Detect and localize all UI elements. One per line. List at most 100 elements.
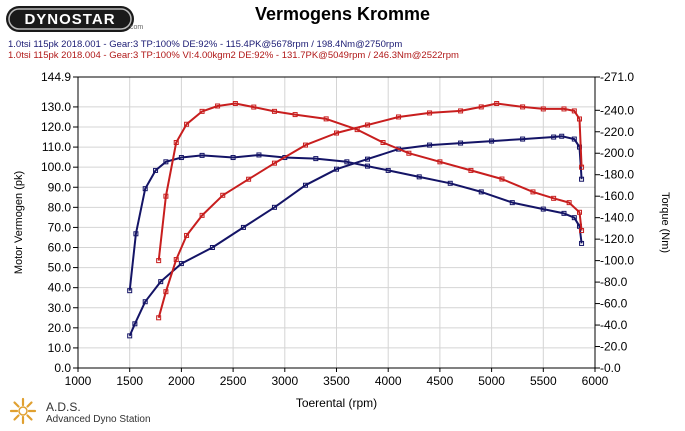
data-point	[571, 136, 577, 142]
y-left-tick-label: 144.9	[41, 70, 71, 84]
data-point	[447, 180, 453, 186]
data-point	[127, 333, 133, 339]
data-point	[385, 167, 391, 173]
data-point	[232, 101, 238, 107]
data-point	[256, 152, 262, 158]
data-point	[540, 206, 546, 212]
x-tick-label: 2500	[220, 374, 247, 388]
y-right-tick-label: -80.0	[600, 275, 628, 289]
y-right-tick-label: -240.0	[600, 103, 634, 117]
data-point	[178, 155, 184, 161]
footer-subtitle: Advanced Dyno Station	[46, 414, 151, 425]
data-point	[579, 228, 585, 234]
data-point	[478, 189, 484, 195]
data-point	[173, 257, 179, 263]
x-axis-label: Toerental (rpm)	[296, 396, 377, 410]
data-point	[313, 156, 319, 162]
data-point	[133, 231, 139, 237]
y-left-tick-label: 130.0	[41, 100, 71, 114]
data-point	[427, 142, 433, 148]
x-tick-label: 5500	[530, 374, 557, 388]
data-point	[271, 160, 277, 166]
data-point	[468, 167, 474, 173]
data-point	[551, 134, 557, 140]
data-point	[246, 176, 252, 182]
data-point	[540, 106, 546, 112]
y-left-axis-label: Motor Vermogen (pk)	[13, 171, 25, 274]
data-point	[142, 299, 148, 305]
data-point	[220, 192, 226, 198]
y-right-tick-label: -220.0	[600, 125, 634, 139]
y-left-tick-label: 40.0	[48, 281, 72, 295]
data-point	[334, 130, 339, 136]
data-point	[458, 140, 464, 146]
data-point	[142, 186, 148, 192]
x-tick-label: 1000	[65, 374, 92, 388]
series-line-1	[128, 154, 583, 291]
y-right-tick-label: -0.0	[600, 361, 621, 375]
y-right-tick-label: -180.0	[600, 168, 634, 182]
data-point	[579, 176, 585, 182]
data-point	[520, 104, 526, 110]
data-point	[579, 164, 585, 170]
y-right-axis-label: Torque (Nm)	[659, 192, 671, 253]
x-tick-label: 4500	[427, 374, 454, 388]
data-point	[494, 101, 500, 107]
x-tick-label: 1500	[116, 374, 143, 388]
data-point	[156, 315, 162, 321]
x-tick-label: 5000	[478, 374, 505, 388]
data-point	[199, 212, 205, 218]
x-tick-label: 4000	[375, 374, 402, 388]
footer-name: A.D.S.	[46, 400, 81, 414]
data-point	[153, 167, 159, 173]
y-right-tick-label: -160.0	[600, 189, 634, 203]
data-point	[566, 200, 572, 206]
run-info-2: 1.0tsi 115pk 2018.004 - Gear:3 TP:100% V…	[8, 50, 459, 61]
data-point	[199, 108, 205, 114]
y-right-tick-label: -60.0	[600, 297, 628, 311]
data-point	[163, 193, 169, 199]
y-left-tick-label: 30.0	[48, 301, 72, 315]
y-left-tick-label: 80.0	[48, 200, 72, 214]
data-point	[551, 195, 557, 201]
x-tick-label: 3000	[271, 374, 298, 388]
data-point	[437, 159, 443, 165]
svg-text:DYNOSTAR: DYNOSTAR	[24, 11, 115, 28]
series-line-2	[128, 135, 583, 337]
data-point	[215, 103, 221, 109]
data-point	[230, 155, 236, 161]
data-point	[156, 258, 162, 264]
data-point	[427, 110, 433, 116]
data-point	[158, 279, 164, 285]
data-point	[499, 176, 505, 182]
y-left-tick-label: 10.0	[48, 341, 72, 355]
y-left-tick-label: 100.0	[41, 160, 71, 174]
data-point	[559, 133, 565, 139]
data-point	[561, 210, 567, 216]
data-point	[530, 189, 536, 195]
data-point	[561, 106, 567, 112]
y-left-tick-label: 120.0	[41, 120, 71, 134]
data-point	[132, 321, 138, 327]
data-point	[334, 166, 339, 172]
y-left-tick-label: 90.0	[48, 180, 72, 194]
y-left-tick-label: 70.0	[48, 220, 72, 234]
y-left-tick-label: 50.0	[48, 261, 72, 275]
data-point	[576, 209, 582, 215]
data-point	[302, 142, 308, 148]
logo-suffix: .com	[128, 24, 144, 31]
data-point	[302, 182, 308, 188]
data-point	[184, 232, 190, 238]
data-point	[579, 240, 585, 246]
y-right-tick-label: -200.0	[600, 146, 634, 160]
data-point	[365, 156, 371, 162]
series-line-4	[157, 102, 583, 319]
data-point	[199, 152, 205, 158]
data-point	[520, 136, 526, 142]
data-point	[178, 261, 184, 267]
data-point	[163, 159, 169, 165]
x-tick-label: 6000	[582, 374, 609, 388]
data-point	[344, 159, 350, 165]
data-point	[127, 288, 133, 294]
y-left-tick-label: 60.0	[48, 241, 72, 255]
